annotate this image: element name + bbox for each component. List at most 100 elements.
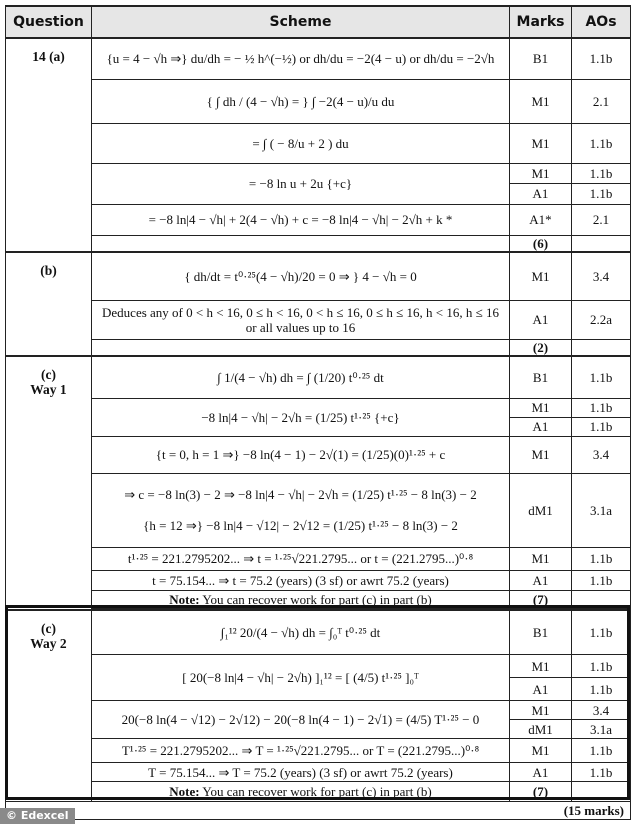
scheme-cell: T¹·²⁵ = 221.2795202... ⇒ T = ¹·²⁵√221.27… [91,738,510,763]
header-scheme: Scheme [91,5,510,39]
aos-cell: 2.2a [571,299,631,340]
empty-cell [571,589,631,609]
table-row: dM1 3.1a [6,719,631,739]
note-row: Note: You can recover work for part (c) … [6,781,631,802]
part-total: (7) [509,589,572,609]
aos-cell: 3.4 [571,700,631,720]
table-row: (c) Way 2 ∫₁¹² 20/(4 − √h) dh = ∫₀ᵀ t⁰·²⁵… [5,608,631,802]
scheme-cell: = −8 ln u + 2u {+c} [91,162,510,205]
aos-cell: 1.1b [571,738,631,763]
aos-cell: 2.1 [571,203,631,236]
marks-cell: M1 [509,78,572,124]
scheme-cell: t¹·²⁵ = 221.2795202... ⇒ t = ¹·²⁵√221.27… [91,546,510,571]
empty-cell [91,234,510,253]
note-cell: Note: You can recover work for part (c) … [91,781,510,802]
grand-total-row: (15 marks) [5,801,631,820]
marks-cell: B1 [509,355,572,399]
table-row: (b) { dh/dt = t⁰·²⁵(4 − √h)/20 = 0 ⇒ } 4… [5,251,631,357]
marks-cell: M1 [509,700,572,720]
question-label: (c) Way 2 [5,608,92,802]
marks-cell: A1 [509,416,572,437]
marks-cell: B1 [509,37,572,80]
table-row: T¹·²⁵ = 221.2795202... ⇒ T = ¹·²⁵√221.27… [6,738,631,763]
note-text: You can recover work for part (c) in par… [202,784,432,799]
scheme-cell: ∫ 1/(4 − √h) dh = ∫ (1/20) t⁰·²⁵ dt [91,355,510,399]
scheme-line: {h = 12 ⇒} −8 ln|4 − √12| − 2√12 = (1/25… [143,518,458,533]
part-label: (c) [41,367,56,382]
question-label: 14 (a) [5,37,92,253]
table-row: = −8 ln|4 − √h| + 2(4 − √h) + c = −8 ln|… [6,203,631,236]
aos-cell: 1.1b [571,397,631,418]
aos-cell: 3.4 [571,251,631,301]
empty-cell [571,234,631,253]
header-marks: Marks [509,5,572,39]
aos-cell: 1.1b [571,677,631,701]
scheme-cell: = −8 ln|4 − √h| + 2(4 − √h) + c = −8 ln|… [91,203,510,236]
marks-cell: dM1 [509,472,572,548]
marks-cell: M1 [509,738,572,763]
marks-cell: dM1 [509,719,572,739]
grand-total: (15 marks) [5,801,631,820]
total-row: (6) [6,234,631,253]
marks-cell: A1* [509,203,572,236]
aos-cell: 1.1b [571,355,631,399]
aos-cell: 3.4 [571,435,631,474]
scheme-cell: [ 20(−8 ln|4 − √h| − 2√h) ]₁¹² = [ (4/5)… [91,654,510,701]
scheme-cell: ∫₁¹² 20/(4 − √h) dh = ∫₀ᵀ t⁰·²⁵ dt [91,608,510,655]
part-total: (6) [509,234,572,253]
empty-cell [571,781,631,802]
scheme-cell: t = 75.154... ⇒ t = 75.2 (years) (3 sf) … [91,569,510,591]
marks-cell: M1 [509,122,572,164]
edexcel-watermark: © Edexcel [0,808,75,824]
table-row: Deduces any of 0 < h < 16, 0 ≤ h < 16, 0… [6,299,631,340]
header-row: Question Scheme Marks AOs [5,5,631,39]
table-row: t¹·²⁵ = 221.2795202... ⇒ t = ¹·²⁵√221.27… [6,546,631,571]
table-row: 20(−8 ln(4 − √12) − 2√12) − 20(−8 ln(4 −… [6,700,631,739]
scheme-cell: = ∫ ( − 8/u + 2 ) du [91,122,510,164]
part-total: (7) [509,781,572,802]
aos-cell: 2.1 [571,78,631,124]
table-row: { ∫ dh / (4 − √h) = } ∫ −2(4 − u)/u du M… [6,78,631,124]
way-label: Way 2 [30,635,67,651]
aos-cell: 1.1b [571,654,631,678]
empty-cell [571,338,631,357]
scheme-line: ⇒ c = −8 ln(3) − 2 ⇒ −8 ln|4 − √h| − 2√h… [124,487,477,502]
table-row: ⇒ c = −8 ln(3) − 2 ⇒ −8 ln|4 − √h| − 2√h… [6,472,631,548]
scheme-cell: {u = 4 − √h ⇒} du/dh = − ½ h^(−½) or dh/… [91,37,510,80]
note-label: Note: [169,591,200,607]
aos-cell: 1.1b [571,37,631,80]
part-total: (2) [509,338,572,357]
marks-cell: A1 [509,569,572,591]
table-row: = ∫ ( − 8/u + 2 ) du M1 1.1b [6,122,631,164]
scheme-cell: {t = 0, h = 1 ⇒} −8 ln(4 − 1) − 2√(1) = … [91,435,510,474]
question-label: (c) Way 1 [5,355,92,610]
header-aos: AOs [571,5,631,39]
table-row: T = 75.154... ⇒ T = 75.2 (years) (3 sf) … [6,762,631,782]
note-cell: Note: You can recover work for part (c) … [91,589,510,609]
aos-cell: 1.1b [571,182,631,205]
scheme-cell: { ∫ dh / (4 − √h) = } ∫ −2(4 − u)/u du [91,78,510,124]
table-row: [ 20(−8 ln|4 − √h| − 2√h) ]₁¹² = [ (4/5)… [6,654,631,701]
aos-cell: 1.1b [571,762,631,782]
scheme-cell: { dh/dt = t⁰·²⁵(4 − √h)/20 = 0 ⇒ } 4 − √… [91,251,510,301]
marks-cell: M1 [509,435,572,474]
scheme-cell: ⇒ c = −8 ln(3) − 2 ⇒ −8 ln|4 − √h| − 2√h… [91,472,510,548]
table-row: A1 1.1b [6,677,631,701]
way-label: Way 1 [30,382,67,397]
marks-cell: M1 [509,546,572,571]
note-text: You can recover work for part (c) in par… [202,591,432,607]
marks-cell: A1 [509,299,572,340]
note-row: Note: You can recover work for part (c) … [6,589,631,609]
table-row: 14 (a) {u = 4 − √h ⇒} du/dh = − ½ h^(−½)… [5,37,631,253]
table-row: t = 75.154... ⇒ t = 75.2 (years) (3 sf) … [6,569,631,591]
scheme-cell: −8 ln|4 − √h| − 2√h = (1/25) t¹·²⁵ {+c} [91,397,510,437]
aos-cell: 1.1b [571,416,631,437]
part-label: (c) [41,620,56,636]
table-row: −8 ln|4 − √h| − 2√h = (1/25) t¹·²⁵ {+c} … [6,397,631,437]
marks-cell: M1 [509,251,572,301]
aos-cell: 1.1b [571,122,631,164]
aos-cell: 3.1a [571,719,631,739]
aos-cell: 1.1b [571,608,631,655]
scheme-cell: 20(−8 ln(4 − √12) − 2√12) − 20(−8 ln(4 −… [91,700,510,739]
mark-scheme-table: Question Scheme Marks AOs 14 (a) {u = 4 … [5,5,631,820]
